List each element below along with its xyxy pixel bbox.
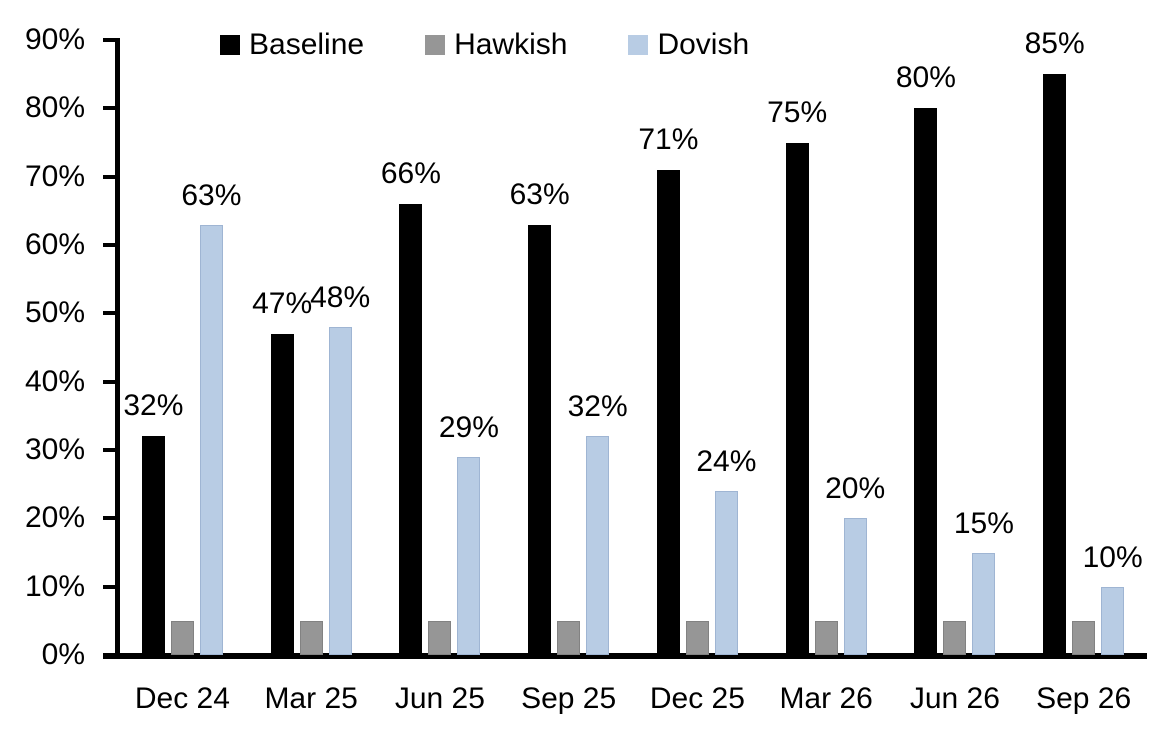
- x-tick-label: Dec 25: [649, 682, 745, 715]
- y-tick-label: 60%: [24, 228, 85, 261]
- legend-label: Hawkish: [454, 28, 568, 61]
- bar-hawkish-dec-24: [170, 620, 194, 655]
- dovish-swatch-icon: [628, 35, 649, 55]
- bar-group-jun-25: 66% 29%: [376, 40, 505, 655]
- bar-baseline-sep-25: 63%: [510, 178, 570, 655]
- y-tick-label: 70%: [24, 159, 85, 193]
- data-label: 80%: [895, 61, 956, 95]
- y-tick-mark: [103, 516, 116, 521]
- bar-hawkish-sep-26: [1072, 620, 1096, 655]
- data-label: 75%: [767, 95, 828, 129]
- bar-dovish-sep-25: 32%: [568, 391, 628, 655]
- bar-group-dec-24: 32% 63%: [118, 40, 247, 655]
- y-tick-mark: [103, 379, 116, 384]
- y-tick-mark: [103, 243, 116, 247]
- bar-baseline-jun-26: 80%: [896, 62, 956, 655]
- y-tick-mark: [103, 38, 116, 42]
- x-axis: [103, 653, 1147, 659]
- data-label: 66%: [380, 157, 441, 190]
- y-axis: [115, 38, 120, 659]
- y-tick-label: 50%: [24, 296, 85, 330]
- bar-baseline-dec-24: 32%: [123, 390, 183, 655]
- y-tick-mark: [103, 174, 116, 179]
- legend-item-hawkish: Hawkish: [425, 28, 567, 62]
- x-tick-label: Mar 26: [779, 682, 873, 715]
- bar-hawkish-dec-25: [685, 620, 709, 655]
- bar-group-dec-25: 71% 24%: [633, 40, 762, 655]
- x-tick-label: Jun 25: [394, 682, 485, 715]
- x-tick-label: Dec 24: [134, 682, 230, 715]
- x-tick-label: Jun 26: [909, 682, 1000, 715]
- bar-hawkish-mar-25: [299, 620, 323, 655]
- plot-area: 32% 63% 47% 48% 66% 29% 63% 32% 71% 24% 75% 20% 80% 1…: [118, 28, 1148, 655]
- y-tick-label: 30%: [24, 433, 85, 466]
- data-label: 63%: [181, 178, 242, 212]
- data-label: 15%: [953, 506, 1014, 540]
- legend-item-dovish: Dovish: [628, 28, 749, 62]
- data-label: 29%: [438, 410, 499, 444]
- data-label: 20%: [825, 472, 886, 506]
- x-tick-label: Mar 25: [264, 682, 358, 715]
- y-tick-label: 90%: [24, 23, 85, 56]
- data-label: 85%: [1024, 27, 1085, 61]
- bar-baseline-mar-25: 47%: [252, 287, 312, 655]
- bar-hawkish-jun-25: [428, 620, 452, 655]
- y-tick-label: 0%: [41, 638, 85, 671]
- bar-group-jun-26: 80% 15%: [891, 40, 1020, 655]
- legend-item-baseline: Baseline: [220, 28, 364, 62]
- bar-dovish-jun-26: 15%: [954, 507, 1014, 655]
- y-tick-label: 80%: [24, 91, 85, 125]
- data-label: 71%: [638, 122, 699, 156]
- bar-baseline-dec-25: 71%: [638, 123, 698, 655]
- hawkish-swatch-icon: [425, 35, 446, 55]
- legend-label: Dovish: [657, 28, 750, 61]
- data-label: 32%: [567, 390, 628, 424]
- data-label: 47%: [252, 286, 313, 320]
- bar-hawkish-sep-25: [557, 620, 581, 655]
- bar-group-mar-25: 47% 48%: [247, 40, 376, 655]
- y-tick-mark: [103, 584, 116, 589]
- bar-baseline-mar-26: 75%: [767, 96, 827, 655]
- bar-dovish-sep-26: 10%: [1083, 541, 1143, 655]
- y-tick-mark: [103, 311, 116, 316]
- bar-hawkish-mar-26: [814, 620, 838, 655]
- x-tick-label: Sep 25: [521, 682, 617, 715]
- data-label: 24%: [696, 445, 757, 478]
- data-label: 63%: [509, 177, 570, 211]
- bar-hawkish-jun-26: [943, 620, 967, 655]
- x-tick-label: Sep 26: [1036, 682, 1132, 715]
- bar-baseline-sep-26: 85%: [1025, 28, 1085, 655]
- data-label: 10%: [1082, 540, 1143, 574]
- bar-group-sep-25: 63% 32%: [504, 40, 633, 655]
- bar-dovish-mar-26: 20%: [825, 473, 885, 655]
- bar-baseline-jun-25: 66%: [381, 158, 441, 655]
- bar-dovish-jun-25: 29%: [439, 411, 499, 655]
- bar-dovish-mar-25: 48%: [310, 282, 370, 655]
- bar-group-mar-26: 75% 20%: [762, 40, 891, 655]
- y-tick-label: 20%: [24, 501, 85, 535]
- baseline-swatch-icon: [220, 35, 240, 55]
- bar-group-sep-26: 85% 10%: [1019, 28, 1148, 655]
- y-tick-label: 10%: [24, 569, 85, 603]
- data-label: 48%: [310, 281, 371, 314]
- data-label: 32%: [123, 389, 184, 423]
- y-tick-mark: [103, 448, 116, 452]
- legend: Baseline Hawkish Dovish: [220, 28, 749, 62]
- legend-label: Baseline: [249, 28, 365, 61]
- bar-dovish-dec-25: 24%: [696, 446, 756, 655]
- y-tick-label: 40%: [24, 364, 85, 398]
- bar-dovish-dec-24: 63%: [181, 179, 241, 655]
- y-tick-mark: [103, 106, 116, 111]
